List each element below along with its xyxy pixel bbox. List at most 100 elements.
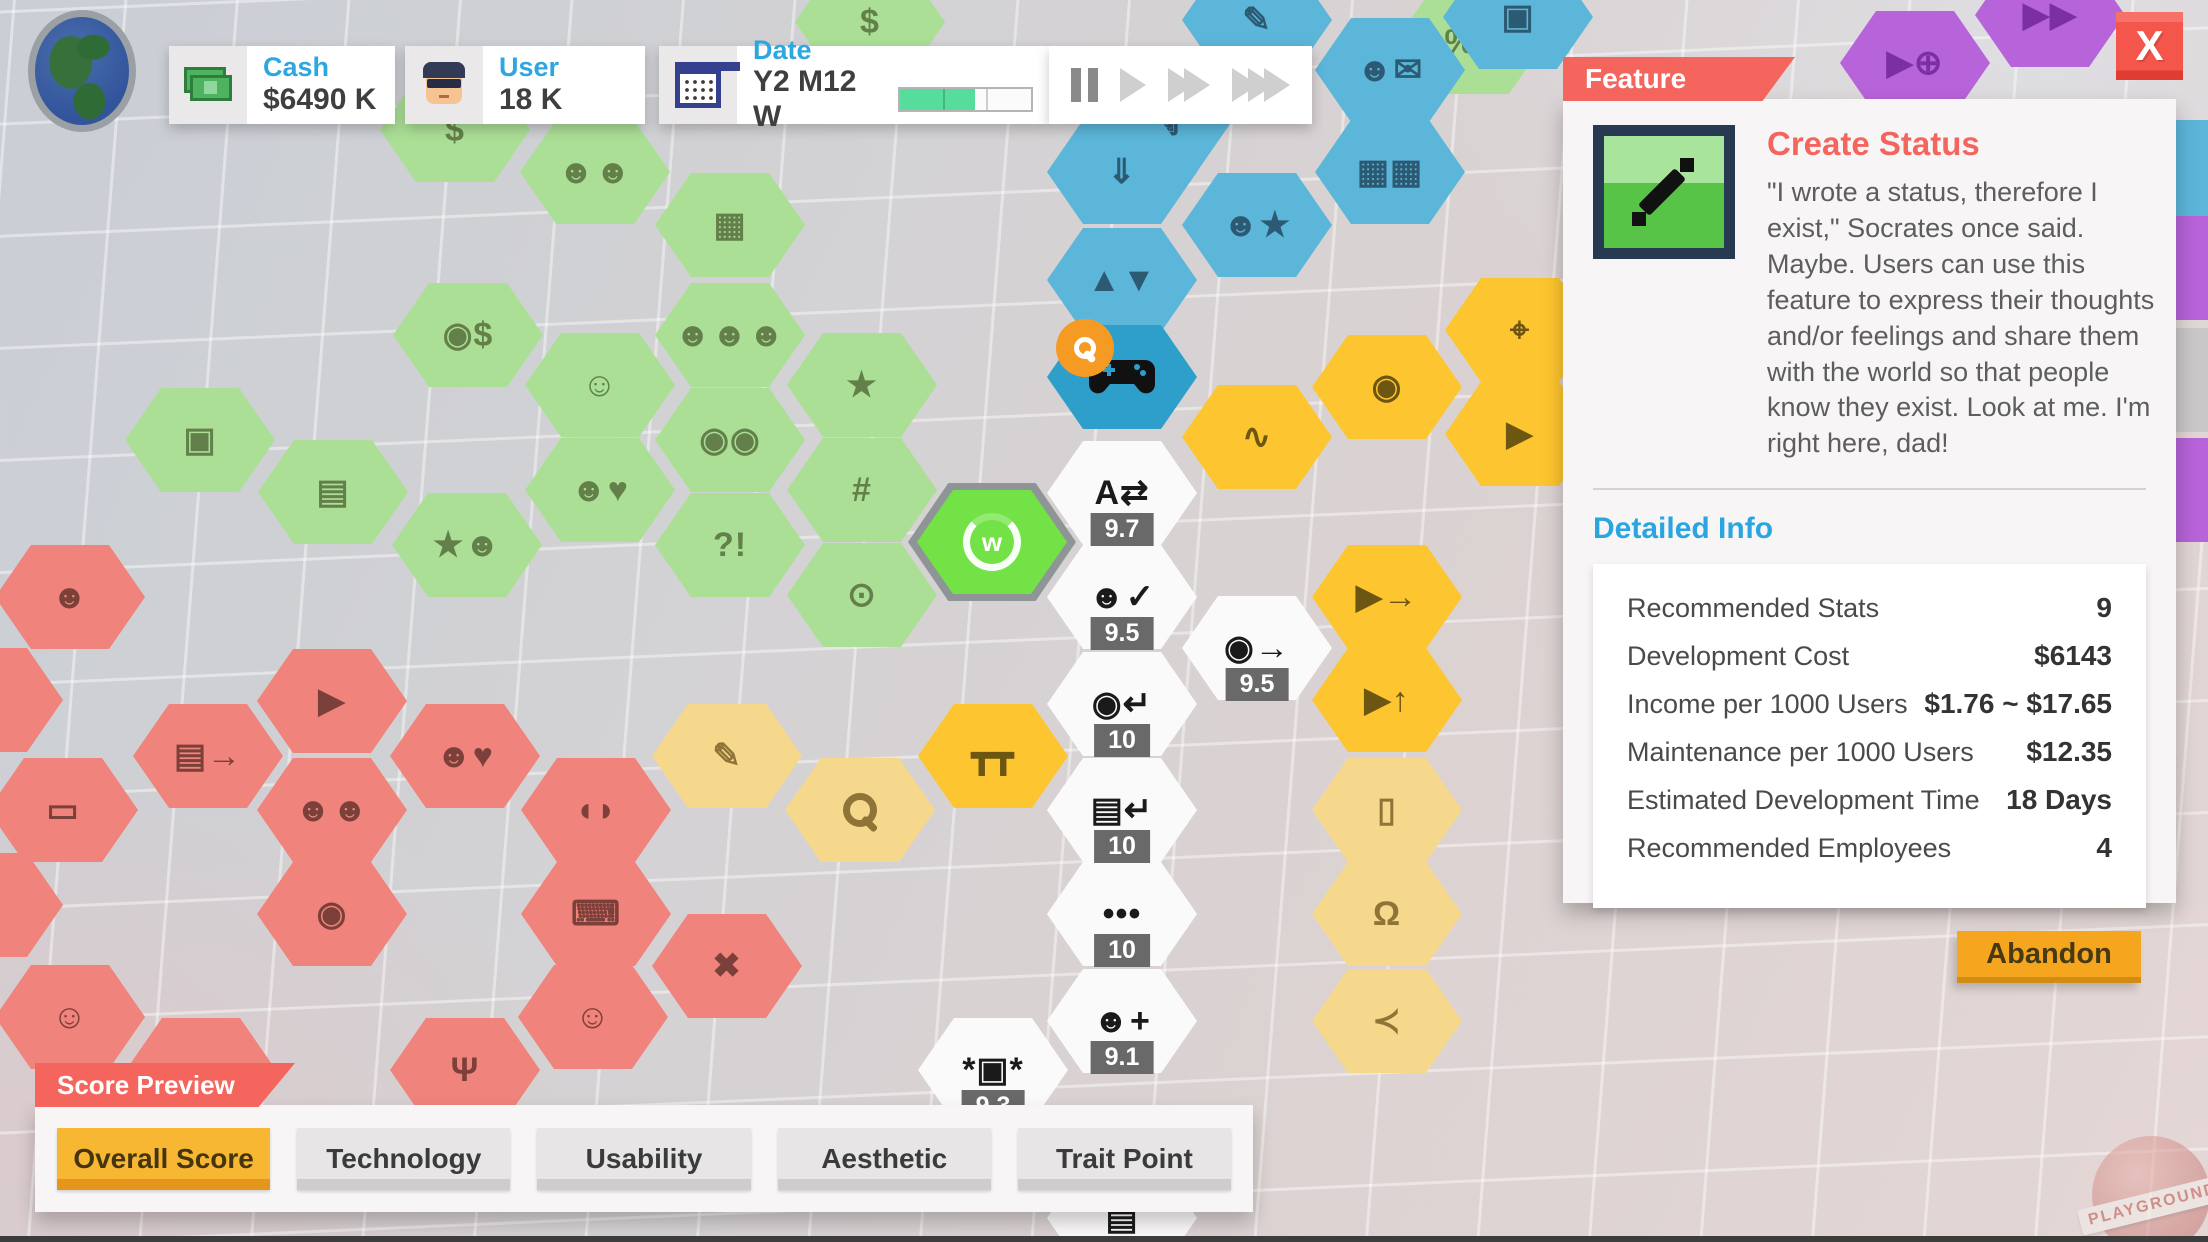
hex-pencil-bubble[interactable]: ✎ xyxy=(652,704,802,808)
hex-network-computers[interactable]: ▦▦ xyxy=(1315,120,1465,224)
hex-keyboard-bubble[interactable]: ⌨ xyxy=(521,862,671,966)
hex-person-check[interactable]: ☻✓ 9.5 xyxy=(1047,545,1197,650)
cash-label: Cash xyxy=(263,51,330,82)
hashtag-icon: # xyxy=(852,471,872,509)
hex-briefcase[interactable]: ▣ xyxy=(125,388,275,492)
detail-value: $1.76 ~ $17.65 xyxy=(1924,688,2112,720)
fastest-forward-button[interactable] xyxy=(1232,68,1290,102)
hex-camera[interactable]: ◉ xyxy=(1312,335,1462,439)
score-badge: 10 xyxy=(1094,830,1150,863)
hex-download-tray[interactable]: ⇓ xyxy=(1047,120,1197,224)
hex-two-people[interactable]: ☻☻ xyxy=(257,758,407,862)
fast-forward-button[interactable] xyxy=(1168,68,1210,102)
week-progress-bar xyxy=(898,87,1033,113)
video-upload-icon: ▶↑ xyxy=(1364,681,1410,719)
playground-watermark: PLAYGROUND xyxy=(2077,1136,2208,1242)
cash-panel[interactable]: Cash $6490 K xyxy=(169,46,395,124)
person-bubbles-icon: ☻✉ xyxy=(1356,51,1424,89)
globe-icon[interactable] xyxy=(28,10,136,132)
hex-person-heart[interactable]: ☻♥ xyxy=(525,438,675,542)
coin-dollar-icon: ◉$ xyxy=(442,316,494,354)
hex-smiley[interactable]: ☺ xyxy=(525,333,675,437)
person-heart-red-icon: ☻♥ xyxy=(436,737,494,775)
chat-bubbles-icon: ◖◗ xyxy=(574,791,618,829)
hex-location-pin[interactable]: ⊙ xyxy=(787,543,937,647)
hex-team-people[interactable]: ☻☻ xyxy=(520,120,670,224)
score-tab-aesthetic[interactable]: Aesthetic xyxy=(777,1127,991,1190)
hex-edge-sliver-5[interactable] xyxy=(0,648,63,752)
working-spinner-icon: w xyxy=(963,513,1021,571)
hex-chat-bubbles[interactable]: ◖◗ xyxy=(521,758,671,862)
team-people-icon: ☻☻ xyxy=(558,153,632,191)
magnifier-icon xyxy=(1074,337,1096,359)
hex-person-pixel[interactable]: ☻ xyxy=(0,545,145,649)
hex-video-target[interactable]: ▶⊕ xyxy=(1840,11,1990,115)
score-tab-technology[interactable]: Technology xyxy=(297,1127,511,1190)
hex-x-bubble[interactable]: ✖ xyxy=(652,914,802,1018)
hex-person-bubbles[interactable]: ☻✉ xyxy=(1315,18,1465,122)
keyboard-bubble-icon: ⌨ xyxy=(570,895,622,933)
hex-document-send[interactable]: ▤→ xyxy=(133,704,283,808)
hex-video-duo[interactable]: ▶▶ xyxy=(1975,0,2125,67)
abandon-button[interactable]: Abandon xyxy=(1957,931,2141,983)
building-icon: ▤ xyxy=(316,473,350,511)
hex-chat-video[interactable]: ▭ xyxy=(0,758,138,862)
hex-line-chart[interactable]: ∿ xyxy=(1182,385,1332,489)
two-people-icon: ☻☻ xyxy=(295,791,369,829)
hex-camera-forward[interactable]: ◉→ 9.5 xyxy=(1182,596,1332,701)
hex-notification-bell[interactable]: Ω xyxy=(1312,862,1462,966)
hex-person-stars[interactable]: ★☻ xyxy=(392,493,542,597)
hex-star-bubble[interactable]: ★ xyxy=(787,333,937,437)
briefcase-download-icon: ▣ xyxy=(1501,0,1535,36)
hex-coin-dollar[interactable]: ◉$ xyxy=(393,283,543,387)
score-tab-trait-point[interactable]: Trait Point xyxy=(1017,1127,1232,1190)
hex-building[interactable]: ▤ xyxy=(258,440,408,544)
cash-icon xyxy=(169,46,247,124)
hex-people-group[interactable]: ☻☻☻ xyxy=(655,283,805,387)
pause-button[interactable] xyxy=(1071,68,1098,102)
score-badge: 9.5 xyxy=(1225,668,1289,701)
hex-hashtag[interactable]: # xyxy=(787,438,937,542)
playback-controls xyxy=(1049,46,1312,124)
magnifier-zoom-badge[interactable] xyxy=(1056,319,1114,377)
hex-camera-return[interactable]: ◉↵ 10 xyxy=(1047,652,1197,757)
hex-chat-dots[interactable]: ••• 10 xyxy=(1047,862,1197,967)
hex-thumbs-up-down[interactable]: ▲▼ xyxy=(1047,228,1197,332)
hex-camera-face[interactable]: ☺ xyxy=(0,965,145,1069)
person-circle-icon: ◉ xyxy=(316,895,348,933)
play-button[interactable] xyxy=(1120,68,1146,102)
hex-person-circle[interactable]: ◉ xyxy=(257,862,407,966)
hex-microphone[interactable]: Ψ xyxy=(390,1018,540,1122)
hex-smartphone[interactable]: ▯ xyxy=(1312,758,1462,862)
hex-document-return[interactable]: ▤↵ 10 xyxy=(1047,758,1197,863)
hex-video-forward[interactable]: ▶→ xyxy=(1312,545,1462,649)
hex-org-chart[interactable]: ┳┳ xyxy=(918,704,1068,808)
hex-share-nodes[interactable]: ≺ xyxy=(1312,969,1462,1073)
score-tab-overall-score[interactable]: Overall Score xyxy=(57,1127,271,1190)
feature-description: "I wrote a status, therefore I exist," S… xyxy=(1767,177,2155,459)
hex-cameras[interactable]: ◉◉ xyxy=(655,388,805,492)
hex-question-bubble[interactable]: ?! xyxy=(655,493,805,597)
hex-smiley-red[interactable]: ☺ xyxy=(518,965,668,1069)
user-panel[interactable]: User 18 K xyxy=(405,46,645,124)
cameras-icon: ◉◉ xyxy=(699,421,761,459)
hex-magnifier[interactable] xyxy=(785,758,935,862)
score-tab-usability[interactable]: Usability xyxy=(537,1127,751,1190)
hex-person-add[interactable]: ☻+ 9.1 xyxy=(1047,969,1197,1074)
hex-translate-swap[interactable]: A⇄ 9.7 xyxy=(1047,441,1197,546)
person-heart-icon: ☻♥ xyxy=(571,471,629,509)
detail-row: Development Cost $6143 xyxy=(1627,640,2112,688)
hex-developing-feature[interactable]: w xyxy=(908,483,1076,601)
hex-person-heart-red[interactable]: ☻♥ xyxy=(390,704,540,808)
date-value: Y2 M12 W xyxy=(753,65,857,133)
hex-edge-sliver-6[interactable] xyxy=(0,853,63,957)
close-button[interactable]: X xyxy=(2116,12,2183,80)
hex-calendar[interactable]: ▦ xyxy=(655,173,805,277)
date-panel[interactable]: Date Y2 M12 W xyxy=(659,35,1049,133)
hex-person-star-bubble[interactable]: ☻★ xyxy=(1182,173,1332,277)
hex-video-bubble[interactable]: ▶ xyxy=(257,649,407,753)
video-duo-icon: ▶▶ xyxy=(2022,0,2078,34)
person-stars-icon: ★☻ xyxy=(432,526,502,564)
score-badge: 10 xyxy=(1094,724,1150,757)
hex-video-upload[interactable]: ▶↑ xyxy=(1312,648,1462,752)
